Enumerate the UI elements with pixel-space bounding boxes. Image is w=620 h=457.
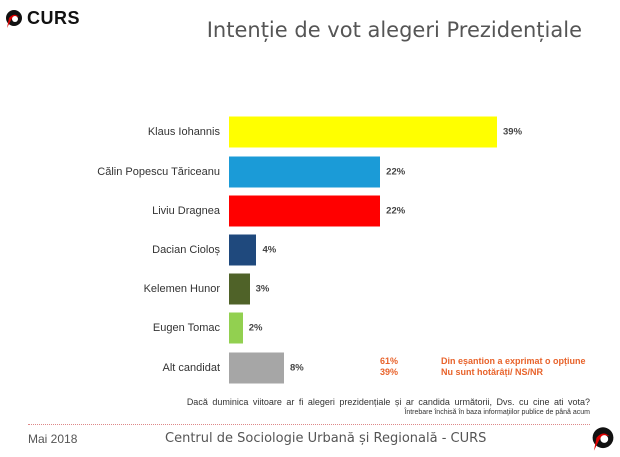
data-label: 2% [248, 322, 263, 334]
data-label: 3% [255, 283, 270, 295]
bar [229, 156, 381, 188]
bar [229, 352, 284, 384]
category-label: Alt candidat [162, 362, 220, 374]
category-label: Klaus Iohannis [147, 126, 220, 138]
bar [229, 273, 250, 305]
data-label: 39% [503, 126, 523, 138]
data-label: 4% [262, 244, 277, 256]
note-text-1: Din eșantion a exprimat o opțiune [441, 356, 586, 366]
chart-title: Intenție de vot alegeri Prezidențiale [206, 18, 582, 42]
bar [229, 312, 243, 344]
footer-divider [28, 424, 590, 425]
data-label: 22% [386, 166, 406, 178]
curs-logo: CURS [4, 8, 80, 29]
category-label: Eugen Tomac [152, 322, 220, 334]
bar [229, 116, 497, 148]
category-label: Călin Popescu Tăriceanu [97, 166, 220, 178]
note-value-1: 61% [380, 356, 399, 366]
data-label: 22% [386, 205, 406, 217]
bar [229, 195, 381, 227]
logo-text: CURS [27, 8, 81, 28]
footer-organization: Centrul de Sociologie Urbană și Regional… [165, 431, 487, 446]
question-note: Întrebare închisă în baza informaţiilor … [404, 409, 590, 416]
bar [229, 234, 257, 266]
note-value-2: 39% [380, 367, 399, 377]
note-text-2: Nu sunt hotărâți/ NS/NR [441, 367, 544, 377]
category-label: Kelemen Hunor [143, 283, 220, 295]
footer-date: Mai 2018 [28, 432, 78, 446]
curs-logo-icon [6, 9, 22, 28]
survey-question: Dacă duminica viitoare ar fi alegeri pre… [186, 397, 590, 407]
data-label: 8% [289, 362, 304, 374]
curs-footer-logo-icon [592, 427, 614, 451]
category-label: Dacian Cioloș [152, 244, 220, 256]
category-label: Liviu Dragnea [152, 205, 220, 217]
